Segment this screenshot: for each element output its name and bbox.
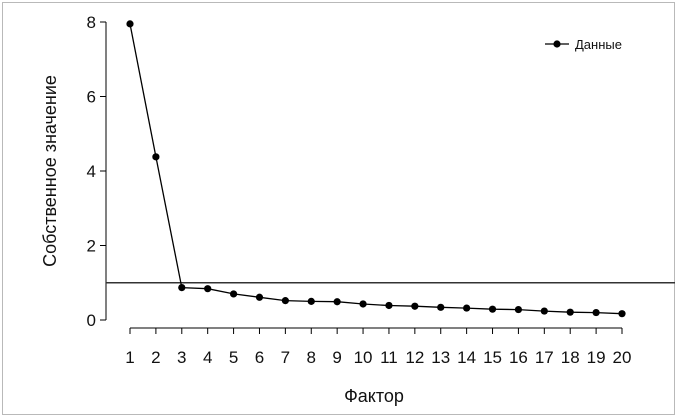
data-point	[566, 308, 574, 316]
x-tick-label: 1	[125, 348, 134, 367]
data-point	[385, 301, 393, 310]
data-point	[359, 300, 367, 308]
data-point	[514, 305, 523, 314]
y-tick-label: 0	[87, 311, 96, 330]
x-tick-label: 6	[255, 348, 264, 367]
x-tick-label: 10	[354, 348, 373, 367]
legend: Данные	[545, 37, 622, 52]
legend-label-dannye: Данные	[575, 37, 622, 52]
data-point	[178, 283, 186, 292]
data-point	[307, 297, 315, 305]
x-tick-label: 8	[307, 348, 316, 367]
x-tick-label: 13	[431, 348, 450, 367]
data-point	[488, 305, 497, 313]
data-point	[592, 308, 600, 317]
x-tick-label: 7	[281, 348, 290, 367]
chart-frame	[2, 2, 675, 415]
x-tick-label: 3	[177, 348, 186, 367]
data-point	[204, 285, 212, 293]
x-tick-label: 2	[151, 348, 160, 367]
legend-marker	[553, 40, 561, 48]
data-point	[463, 304, 471, 312]
y-tick-label: 6	[87, 88, 96, 107]
x-tick-label: 4	[203, 348, 212, 367]
data-point	[255, 293, 264, 301]
y-tick-label: 8	[87, 13, 96, 32]
data-point	[281, 297, 289, 305]
y-tick-label: 4	[87, 162, 96, 181]
x-tick-label: 19	[587, 348, 606, 367]
data-point	[437, 303, 445, 311]
x-tick-label: 11	[380, 348, 398, 367]
data-point	[126, 20, 134, 28]
data-point	[540, 307, 548, 315]
data-point	[229, 290, 238, 298]
x-tick-label: 5	[229, 348, 238, 367]
x-axis-title: Фактор	[344, 386, 404, 406]
x-tick-label: 15	[483, 348, 502, 367]
series-data	[126, 20, 626, 318]
data-point	[411, 302, 419, 310]
x-tick-label: 16	[509, 348, 528, 367]
x-tick-label: 9	[332, 348, 341, 367]
data-point	[618, 310, 626, 318]
x-tick-label: 12	[405, 348, 424, 367]
data-point	[333, 298, 341, 306]
y-tick-label: 2	[87, 237, 96, 256]
x-tick-label: 17	[535, 348, 554, 367]
x-tick-label: 18	[561, 348, 580, 367]
x-tick-label: 20	[613, 348, 632, 367]
data-point	[152, 153, 160, 161]
x-axis: 1 2 3 4 5 6 7 8 9 10 11 12 13 14 15 16 17 18 19 20	[125, 327, 632, 367]
y-axis-title: Собственное значение	[40, 75, 60, 267]
x-tick-label: 14	[457, 348, 476, 367]
series-line	[129, 23, 623, 315]
y-axis: 0 2 4 6 8	[87, 13, 107, 330]
